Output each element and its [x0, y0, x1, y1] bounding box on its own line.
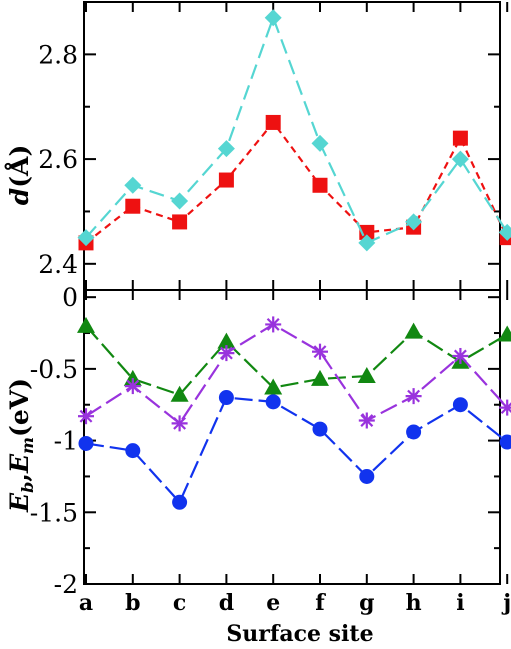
y-tick-label: -2 — [54, 570, 78, 599]
data-point-square — [312, 177, 328, 193]
series-line-triangle — [85, 325, 508, 396]
data-point-circle — [359, 468, 375, 484]
data-point-triangle — [311, 369, 329, 386]
x-category-label: j — [501, 590, 511, 616]
data-point-triangle — [404, 322, 423, 339]
data-point-circle — [499, 434, 511, 450]
data-point-asterisk — [358, 412, 375, 429]
data-point-diamond — [451, 150, 469, 168]
y-tick-label: -0.5 — [30, 355, 78, 384]
data-point-circle — [125, 443, 141, 459]
data-point-asterisk — [171, 415, 188, 432]
data-point-triangle — [264, 378, 283, 395]
y-tick-label: 0 — [62, 283, 78, 312]
data-point-asterisk — [78, 408, 94, 425]
x-category-label: f — [315, 590, 326, 616]
data-point-diamond — [124, 176, 142, 194]
data-point-circle — [78, 435, 94, 451]
data-point-circle — [312, 421, 328, 437]
data-point-triangle — [77, 316, 95, 333]
data-point-triangle — [498, 325, 511, 342]
data-point-diamond — [358, 234, 376, 252]
data-point-asterisk — [312, 343, 328, 360]
series-line-asterisk — [85, 323, 509, 425]
x-category-label: g — [359, 590, 374, 616]
data-point-asterisk — [265, 316, 282, 333]
data-point-square — [218, 172, 234, 188]
series-line-square — [85, 120, 509, 244]
y-tick-label: -1 — [54, 427, 78, 456]
bottom-ylabel: Eb,Em(eV) — [5, 378, 37, 513]
data-point-square — [125, 198, 141, 214]
x-category-label: h — [406, 590, 422, 616]
data-point-diamond — [264, 9, 282, 27]
data-point-triangle — [357, 367, 376, 384]
data-point-circle — [406, 424, 422, 440]
x-category-label: a — [79, 590, 93, 616]
top-ylabel: d(Å) — [5, 145, 34, 206]
data-point-diamond — [217, 140, 235, 158]
data-point-circle — [265, 394, 281, 410]
data-point-square — [265, 114, 281, 130]
data-point-square — [172, 214, 188, 230]
x-category-label: c — [173, 590, 186, 616]
data-point-square — [452, 130, 468, 146]
bottom-panel: 0 -0.5 -1 -1.5 -2a b c d e f g h i j — [30, 283, 511, 616]
y-tick-label: 2.4 — [38, 250, 78, 279]
data-point-circle — [172, 494, 188, 510]
data-point-square — [359, 224, 375, 240]
data-point-asterisk — [218, 345, 235, 362]
data-point-diamond — [171, 192, 189, 210]
data-point-diamond — [77, 229, 95, 247]
data-point-circle — [218, 390, 234, 406]
data-point-diamond — [311, 134, 329, 152]
data-point-diamond — [498, 223, 511, 241]
data-point-triangle — [217, 332, 236, 349]
series-line-circle — [85, 396, 508, 505]
x-category-label: b — [125, 590, 140, 616]
x-category-label: e — [266, 590, 280, 616]
top-panel: 2.4 2.6 2.8 — [38, 1, 511, 291]
data-point-asterisk — [452, 347, 469, 364]
plot-frame — [83, 1, 501, 291]
data-point-circle — [452, 397, 468, 413]
data-point-diamond — [405, 213, 423, 231]
y-tick-label: 2.6 — [38, 145, 78, 174]
data-point-triangle — [170, 385, 189, 402]
data-point-asterisk — [405, 388, 422, 405]
data-point-asterisk — [124, 378, 141, 395]
y-tick-label: -1.5 — [30, 498, 78, 527]
x-axis-label: Surface site — [226, 621, 373, 647]
x-category-label: i — [456, 590, 464, 616]
x-category-label: d — [219, 590, 234, 616]
series-line-diamond — [85, 14, 509, 245]
y-tick-label: 2.8 — [38, 40, 78, 69]
